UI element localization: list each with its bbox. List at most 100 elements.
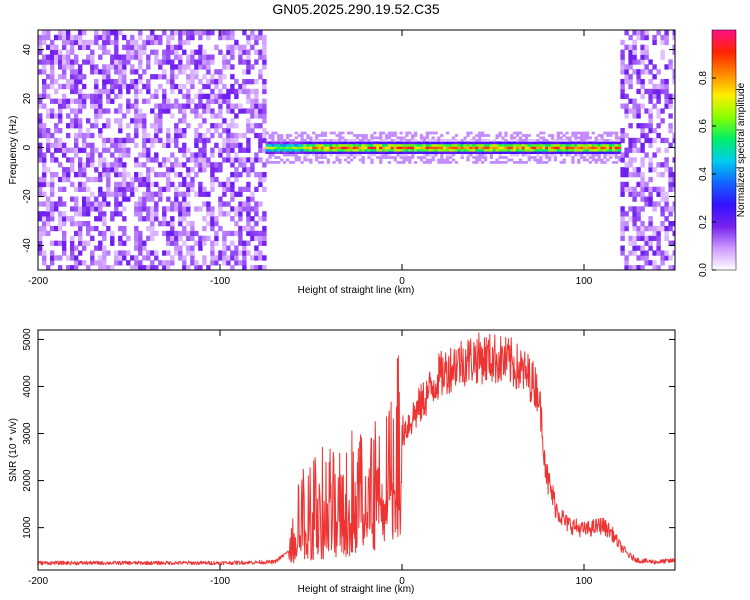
heatmap-cell bbox=[668, 211, 673, 217]
heatmap-cell bbox=[250, 34, 255, 41]
heatmap-cell bbox=[518, 146, 523, 150]
heatmap-cell bbox=[258, 103, 263, 109]
heatmap-cell bbox=[166, 167, 171, 173]
heatmap-cell bbox=[90, 255, 95, 261]
heatmap-cell bbox=[437, 158, 441, 162]
heatmap-cell bbox=[198, 265, 203, 270]
heatmap-cell bbox=[254, 93, 259, 99]
heatmap-cell bbox=[624, 172, 629, 178]
heatmap-cell bbox=[303, 143, 307, 147]
heatmap-cell bbox=[70, 181, 75, 188]
heatmap-cell bbox=[98, 211, 103, 217]
heatmap-cell bbox=[640, 103, 645, 109]
heatmap-cell bbox=[280, 143, 284, 147]
heatmap-cell bbox=[268, 136, 272, 140]
heatmap-cell bbox=[624, 167, 629, 173]
heatmap-cell bbox=[652, 88, 657, 95]
heatmap-cell bbox=[62, 167, 67, 173]
heatmap-cell bbox=[568, 151, 572, 154]
heatmap-cell bbox=[90, 152, 95, 158]
heatmap-cell bbox=[431, 158, 435, 162]
heatmap-cell bbox=[98, 54, 103, 60]
heatmap-cell bbox=[38, 123, 43, 129]
heatmap-cell bbox=[478, 146, 482, 150]
heatmap-cell bbox=[58, 128, 63, 134]
heatmap-cell bbox=[82, 59, 87, 65]
heatmap-cell bbox=[483, 134, 488, 137]
heatmap-cell bbox=[408, 131, 412, 135]
heatmap-cell bbox=[384, 136, 389, 140]
heatmap-cell bbox=[300, 146, 304, 150]
heatmap-cell bbox=[66, 34, 71, 41]
heatmap-cell bbox=[242, 167, 247, 173]
heatmap-cell bbox=[315, 153, 319, 157]
heatmap-cell bbox=[58, 255, 63, 261]
heatmap-cell bbox=[492, 148, 496, 152]
heatmap-cell bbox=[78, 167, 83, 173]
heatmap-cell bbox=[90, 250, 95, 256]
colorbar: 0.00.20.40.60.8 Normalized spectral ampl… bbox=[698, 29, 747, 277]
heatmap-cell bbox=[74, 211, 79, 217]
heatmap-cell bbox=[457, 151, 461, 154]
heatmap-cell bbox=[262, 162, 267, 168]
heatmap-cell bbox=[62, 64, 67, 70]
y-tick-label: 4000 bbox=[22, 375, 33, 398]
heatmap-cell bbox=[431, 153, 435, 157]
heatmap-cell bbox=[82, 39, 87, 46]
heatmap-cell bbox=[134, 265, 139, 270]
heatmap-cell bbox=[288, 134, 293, 137]
heatmap-cell bbox=[664, 83, 669, 90]
heatmap-cell bbox=[130, 69, 135, 75]
heatmap-cell bbox=[402, 139, 406, 142]
heatmap-cell bbox=[242, 59, 247, 65]
heatmap-cell bbox=[539, 136, 543, 140]
heatmap-cell bbox=[628, 147, 633, 153]
heatmap-cell bbox=[210, 162, 215, 168]
heatmap-cell bbox=[568, 146, 572, 150]
heatmap-cell bbox=[527, 153, 531, 157]
heatmap-cell bbox=[446, 156, 450, 159]
heatmap-cell bbox=[102, 255, 107, 261]
heatmap-cell bbox=[606, 134, 610, 137]
heatmap-cell bbox=[463, 151, 467, 154]
heatmap-cell bbox=[556, 148, 560, 152]
heatmap-cell bbox=[174, 240, 179, 246]
heatmap-cell bbox=[102, 235, 107, 241]
heatmap-cell bbox=[70, 118, 75, 124]
heatmap-cell bbox=[38, 245, 43, 251]
heatmap-cell bbox=[632, 225, 637, 232]
heatmap-cell bbox=[268, 153, 272, 157]
heatmap-cell bbox=[408, 146, 412, 150]
heatmap-cell bbox=[206, 128, 211, 134]
heatmap-cell bbox=[194, 74, 199, 80]
heatmap-cell bbox=[182, 225, 187, 232]
heatmap-cell bbox=[376, 143, 380, 147]
heatmap-cell bbox=[114, 206, 119, 212]
heatmap-cell bbox=[238, 44, 243, 50]
heatmap-cell bbox=[258, 265, 263, 270]
heatmap-cell bbox=[50, 225, 55, 232]
heatmap-cell bbox=[373, 146, 377, 150]
heatmap-cell bbox=[533, 151, 537, 154]
heatmap-cell bbox=[78, 30, 83, 36]
heatmap-cell bbox=[335, 158, 339, 162]
heatmap-cell bbox=[210, 108, 215, 114]
heatmap-cell bbox=[106, 30, 111, 36]
heatmap-cell bbox=[486, 143, 491, 147]
heatmap-cell bbox=[559, 146, 563, 150]
heatmap-cell bbox=[326, 148, 330, 152]
heatmap-cell bbox=[74, 245, 79, 251]
heatmap-cell bbox=[54, 88, 59, 95]
heatmap-cell bbox=[644, 88, 649, 95]
heatmap-cell bbox=[536, 143, 540, 147]
heatmap-cell bbox=[323, 156, 327, 159]
heatmap-cell bbox=[640, 250, 645, 256]
heatmap-cell bbox=[338, 143, 342, 147]
heatmap-cell bbox=[396, 153, 400, 157]
heatmap-cell bbox=[597, 153, 601, 157]
heatmap-cell bbox=[370, 161, 374, 164]
heatmap-cell bbox=[463, 148, 467, 152]
heatmap-cell bbox=[539, 141, 543, 145]
heatmap-cell bbox=[443, 146, 447, 150]
heatmap-cell bbox=[182, 83, 187, 90]
